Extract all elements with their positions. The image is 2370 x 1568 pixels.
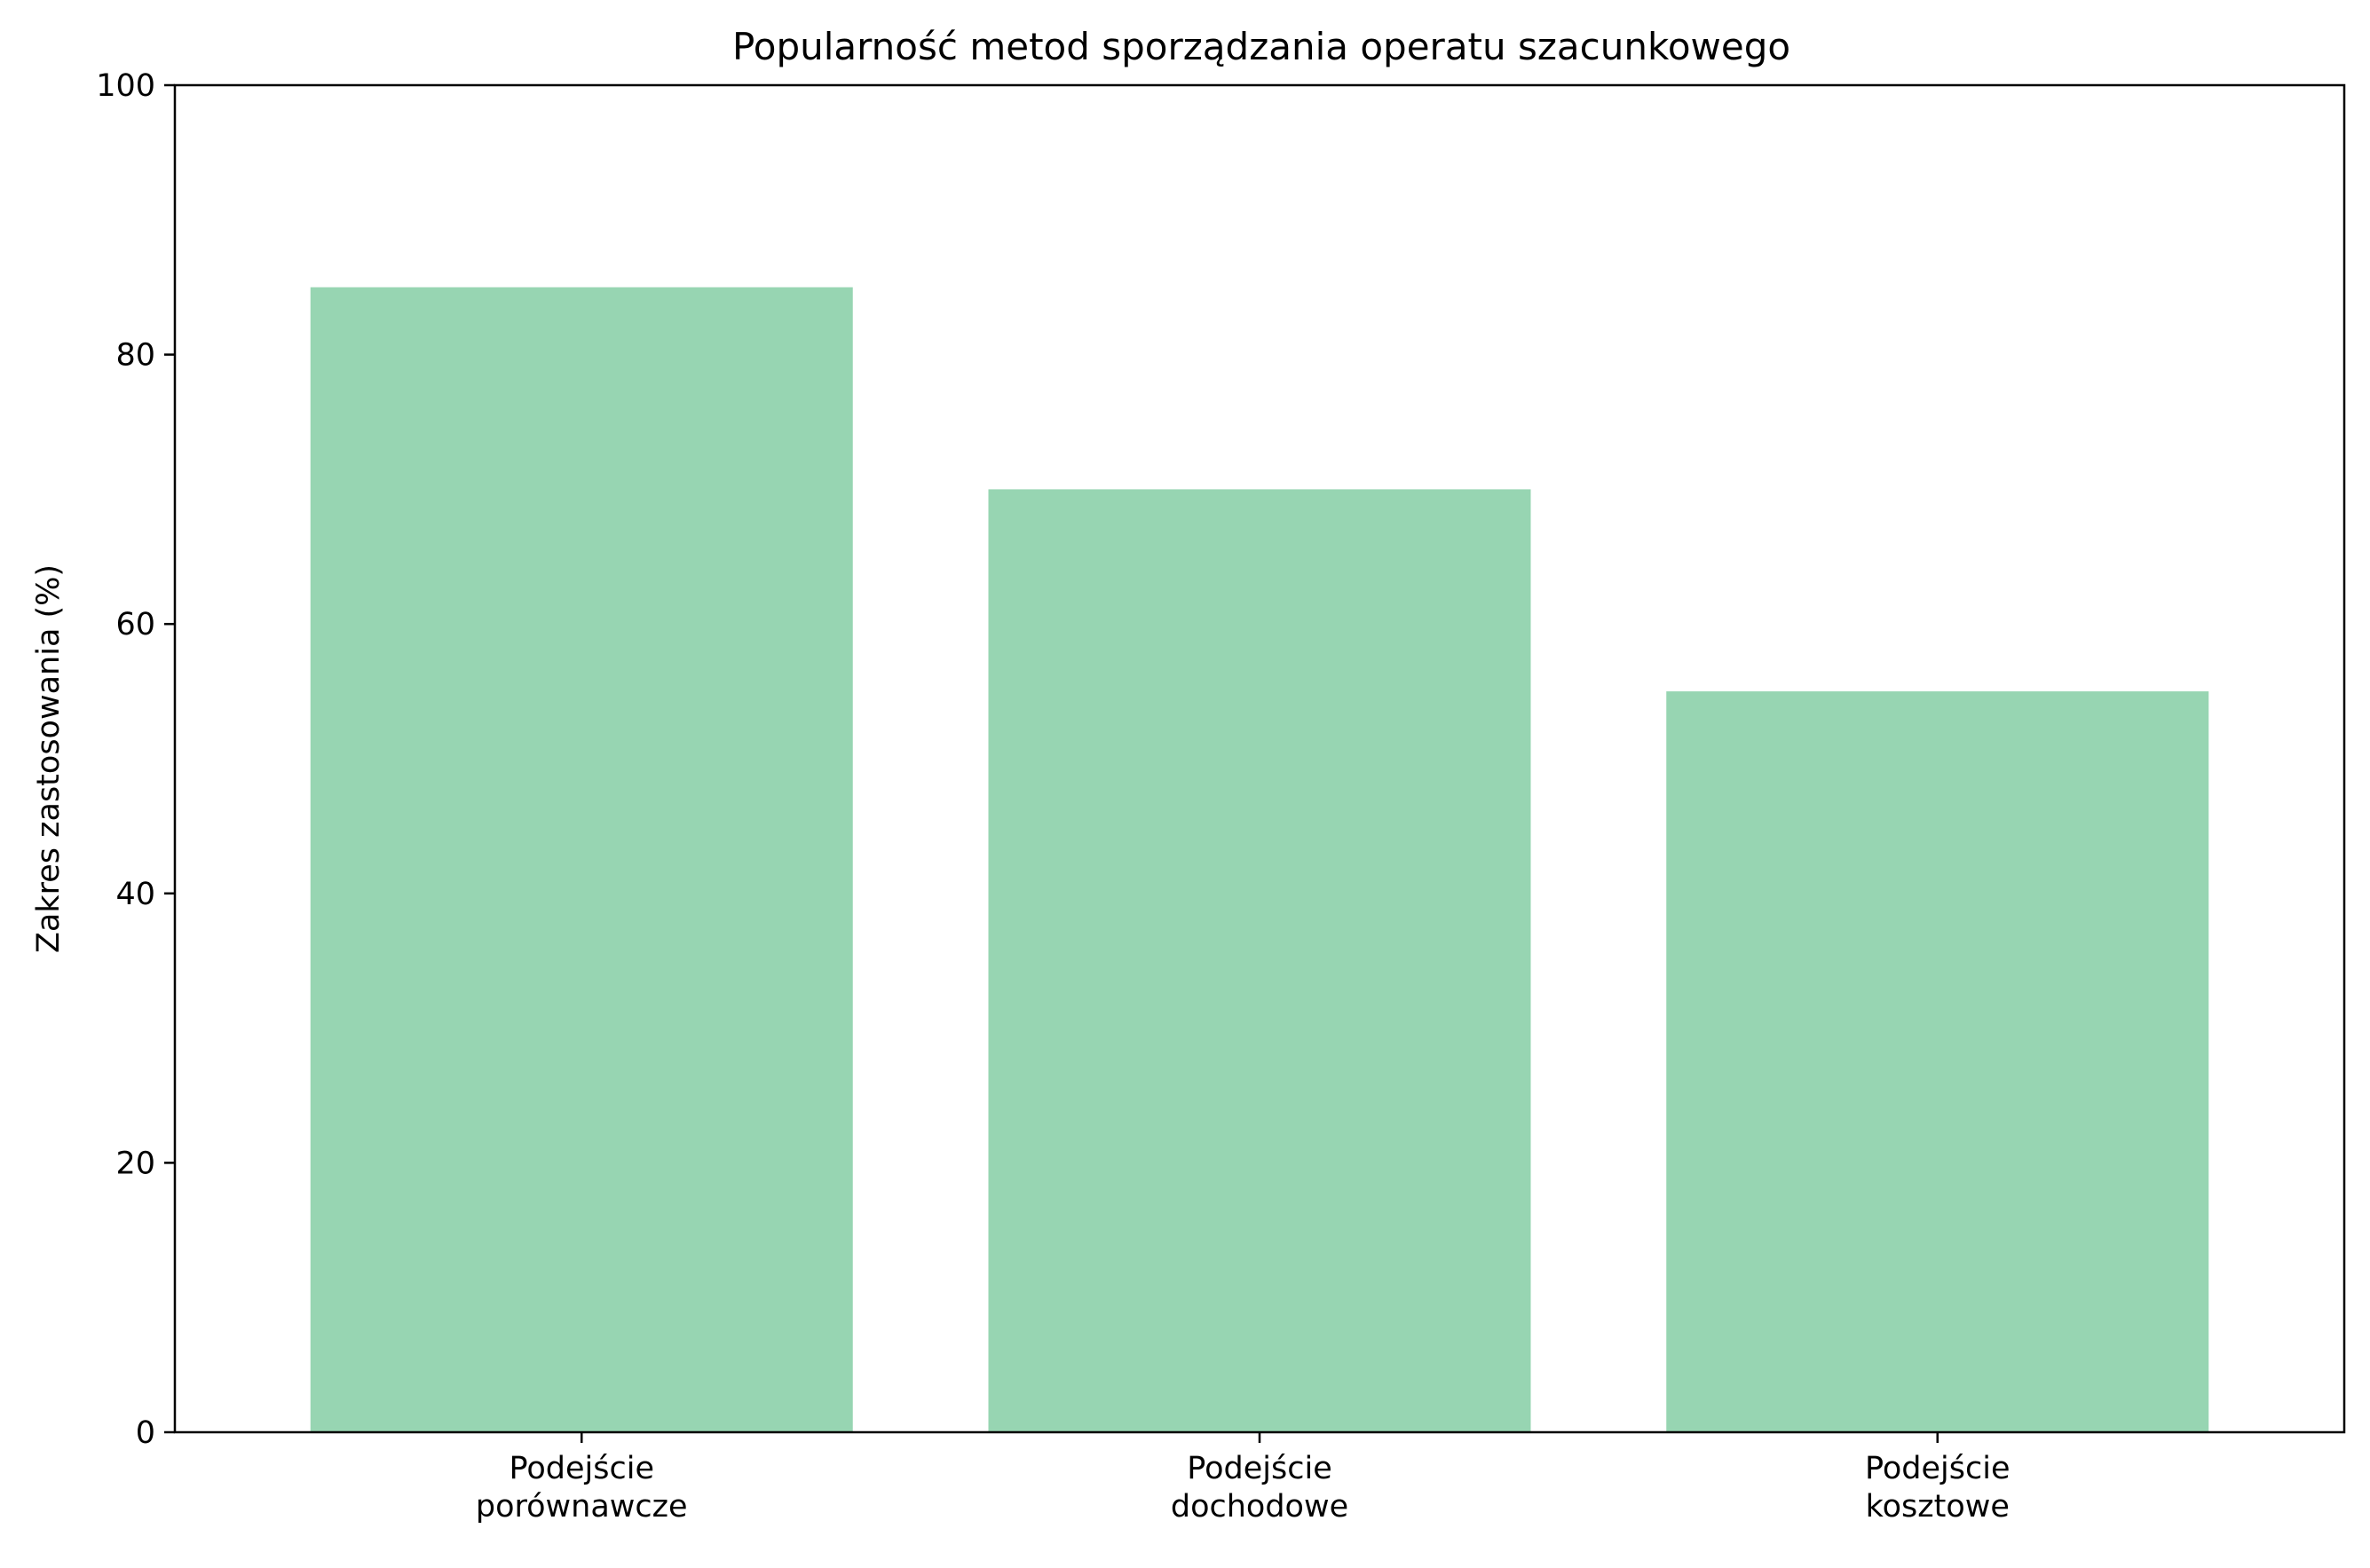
x-tick-label-line: kosztowe [1866, 1489, 2010, 1525]
y-axis-ticks: 0 20 40 60 80 100 [96, 68, 175, 1451]
x-tick-label-line: Podejście [1187, 1451, 1331, 1486]
y-axis-label: Zakres zastosowania (%) [31, 564, 67, 953]
bar-2 [1666, 691, 2209, 1432]
y-tick-label: 40 [115, 877, 155, 912]
bar-1 [988, 489, 1531, 1432]
x-tick-label: Podejście dochodowe [1171, 1451, 1348, 1525]
y-tick-label: 80 [115, 338, 155, 374]
bars-layer [310, 287, 2209, 1433]
x-tick-label: Podejście kosztowe [1865, 1451, 2010, 1525]
x-tick-label-line: dochodowe [1171, 1489, 1348, 1525]
y-tick-label: 0 [136, 1415, 155, 1451]
x-tick-label: Podejście porównawcze [476, 1451, 688, 1525]
y-tick-label: 60 [115, 607, 155, 642]
y-tick-label: 20 [115, 1146, 155, 1181]
x-tick-label-line: Podejście [510, 1451, 654, 1486]
x-tick-label-line: porównawcze [476, 1489, 688, 1525]
x-tick-label-line: Podejście [1865, 1451, 2010, 1486]
plot-area-frame [173, 83, 2346, 1434]
chart-title: Popularność metod sporządzania operatu s… [732, 25, 1790, 68]
bar-0 [310, 287, 853, 1433]
y-tick-label: 100 [96, 68, 155, 104]
